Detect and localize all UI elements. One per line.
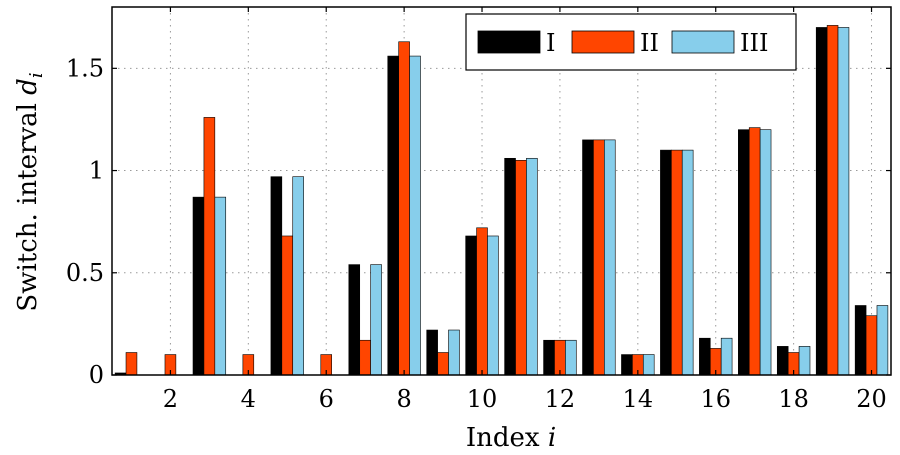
bar-II-7 (359, 339, 371, 376)
bar-I-12 (543, 339, 555, 376)
bar-II-5 (281, 235, 294, 376)
x-tick-label: 8 (396, 385, 411, 413)
bar-III-5 (292, 176, 304, 376)
bar-III-9 (448, 329, 460, 376)
bar-I-17 (738, 129, 750, 376)
x-axis-label: Index i (466, 423, 556, 453)
legend: I II III (465, 13, 797, 71)
bar-III-12 (565, 339, 577, 376)
bar-I-13 (582, 139, 594, 376)
y-tick-label: 1.5 (66, 54, 104, 82)
bar-I-5 (270, 176, 283, 376)
legend-label-II: II (640, 29, 659, 57)
y-axis-label: Switch. interval di (13, 72, 47, 311)
bar-II-11 (515, 160, 527, 376)
bar-I-19 (815, 27, 828, 376)
bar-I-20 (854, 305, 867, 376)
x-axis-label-text: Index (466, 423, 548, 453)
bar-II-8 (398, 41, 410, 376)
x-tick-label: 18 (778, 385, 809, 413)
bar-III-19 (837, 27, 850, 376)
bar-II-15 (671, 149, 683, 376)
bar-I-7 (348, 264, 361, 376)
axis-ticks: 2 4 6 8 10 12 14 16 18 20 0 0.5 1 1.5 (66, 7, 891, 413)
y-tick-label: 1 (89, 157, 104, 185)
bar-I-10 (465, 235, 477, 376)
bar-III-20 (876, 305, 889, 376)
bar-III-8 (409, 55, 421, 376)
bar-I-3 (192, 196, 205, 376)
legend-swatch-II (571, 30, 635, 54)
bar-III-14 (642, 354, 655, 376)
x-tick-label: 20 (856, 385, 887, 413)
bar-III-3 (214, 196, 227, 376)
bar-I-9 (426, 329, 438, 376)
bar-III-17 (759, 129, 772, 376)
bar-II-1 (125, 352, 138, 376)
legend-label-III: III (740, 29, 768, 57)
plot-frame (111, 6, 892, 376)
x-tick-label: 6 (319, 385, 334, 413)
bar-III-16 (720, 337, 733, 376)
bar-III-15 (681, 149, 694, 376)
y-axis-label-subscript: i (26, 72, 47, 78)
bar-III-7 (370, 264, 382, 376)
legend-swatch-I (477, 30, 541, 54)
bar-II-12 (554, 339, 566, 376)
bar-II-10 (476, 227, 488, 376)
legend-swatch-III (671, 30, 735, 54)
bars (114, 25, 889, 376)
y-axis-label-var: d (13, 78, 43, 95)
bar-II-20 (865, 315, 878, 376)
bar-III-10 (487, 235, 499, 376)
bar-III-11 (526, 157, 538, 376)
x-tick-label: 12 (545, 385, 576, 413)
bar-II-19 (826, 25, 839, 376)
bar-II-13 (593, 139, 605, 376)
bar-I-16 (699, 337, 711, 376)
bar-III-18 (798, 346, 811, 376)
bar-II-9 (437, 352, 449, 376)
bar-I-14 (621, 354, 633, 376)
bar-II-17 (748, 127, 761, 376)
x-tick-label: 16 (700, 385, 731, 413)
x-tick-label: 10 (467, 385, 498, 413)
y-axis-label-text: Switch. interval (13, 95, 43, 312)
x-tick-label: 4 (241, 385, 256, 413)
y-tick-label: 0 (89, 361, 104, 389)
bar-II-3 (203, 117, 216, 376)
x-axis-label-var: i (548, 423, 556, 453)
y-tick-label: 0.5 (66, 259, 104, 287)
bar-I-15 (660, 149, 672, 376)
bar-I-11 (504, 157, 516, 376)
bar-III-13 (604, 139, 616, 376)
x-tick-label: 14 (623, 385, 654, 413)
bar-I-18 (776, 346, 789, 376)
legend-label-I: I (546, 29, 555, 57)
x-tick-label: 2 (163, 385, 178, 413)
bar-I-8 (387, 55, 399, 376)
